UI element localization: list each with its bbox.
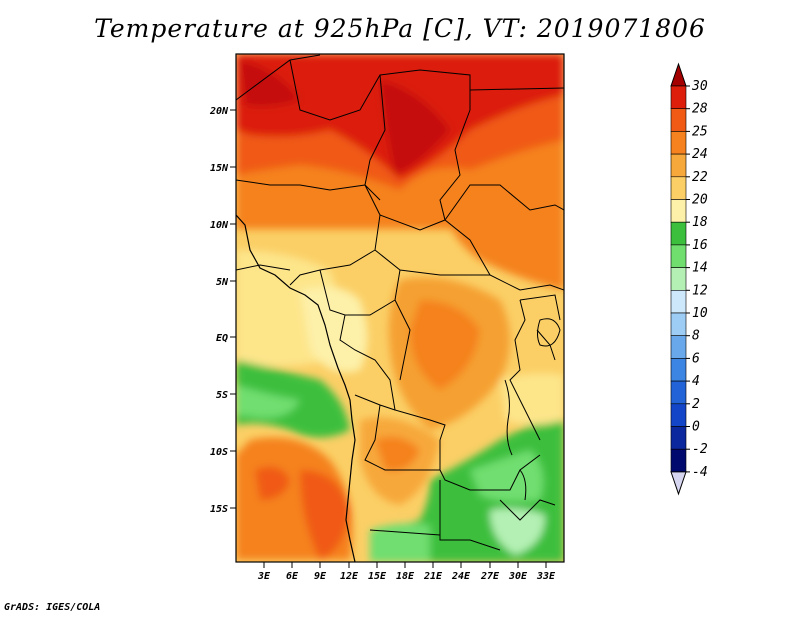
colorbar-bin	[670, 267, 687, 291]
colorbar-bottom-arrow	[670, 471, 687, 496]
map-frame	[235, 53, 565, 563]
colorbar-label: 4	[692, 374, 700, 389]
lakes	[504, 318, 561, 501]
colorbar-label: 0	[692, 420, 700, 435]
lon-tick-label: 6E	[286, 571, 299, 582]
lat-tick-label: 15N	[210, 163, 229, 174]
lon-tick-label: 12E	[340, 571, 359, 582]
colorbar-label: -2	[692, 442, 708, 457]
colorbar-label: 8	[692, 329, 700, 344]
colorbar-bin	[670, 335, 687, 359]
lon-tick-label: 9E	[314, 571, 327, 582]
colorbar-label: 28	[692, 102, 708, 117]
lon-tick-label: 24E	[451, 571, 471, 582]
temperature-field	[236, 54, 564, 562]
colorbar-bin	[670, 131, 687, 155]
colorbar-label: 24	[692, 147, 708, 162]
colorbar-bin	[670, 153, 687, 178]
lon-tick-label: 21E	[423, 571, 443, 582]
lon-axis: 3E 6E 9E 12E 15E 18E 21E 24E 27E 30E 33E	[257, 562, 556, 582]
lon-tick-label: 33E	[536, 571, 556, 582]
colorbar-bin	[670, 176, 687, 200]
credit-label: GrADS: IGES/COLA	[4, 602, 101, 613]
lon-tick-label: 18E	[396, 571, 415, 582]
colorbar-bin	[670, 221, 687, 246]
lat-tick-label: 15S	[210, 504, 228, 515]
lat-tick-label: 10N	[210, 220, 229, 231]
lat-tick-label: 5S	[216, 390, 228, 401]
colorbar-label: 18	[692, 215, 708, 230]
colorbar-bin	[670, 199, 687, 223]
colorbar-label: 14	[692, 261, 708, 276]
colorbar-label: 6	[692, 351, 700, 366]
colorbar-bin	[670, 312, 687, 337]
lat-tick-label: 10S	[210, 447, 228, 458]
lat-tick-label: 5N	[216, 277, 229, 288]
colorbar-bin	[670, 403, 687, 427]
colorbar-bin	[670, 108, 687, 132]
lat-axis: 20N 15N 10N 5N EQ 5S 10S 15S	[209, 106, 236, 515]
colorbar-label: 10	[692, 306, 708, 321]
lat-tick-label: 20N	[209, 106, 229, 117]
lon-tick-label: 3E	[257, 571, 271, 582]
lon-tick-label: 15E	[368, 571, 387, 582]
colorbar-label: -4	[692, 465, 708, 480]
colorbar-bin	[670, 85, 687, 110]
colorbar-top-arrow	[670, 62, 687, 87]
colorbar-label: 20	[692, 193, 708, 208]
colorbar-label: 25	[692, 124, 708, 139]
colorbar-bin	[670, 244, 687, 268]
country-boundaries	[236, 54, 564, 551]
colorbar-bin	[670, 358, 687, 382]
colorbar-label: 12	[692, 283, 708, 298]
colorbar-bin	[670, 289, 687, 314]
lon-tick-label: 27E	[480, 571, 500, 582]
colorbar-label: 2	[692, 397, 700, 412]
lon-tick-label: 30E	[508, 571, 528, 582]
colorbar-label: 22	[692, 170, 708, 185]
lat-tick-label: EQ	[216, 333, 228, 344]
chart-title: Temperature at 925hPa [C], VT: 201907180…	[94, 14, 706, 43]
colorbar-bin	[670, 448, 687, 473]
colorbar-bin	[670, 426, 687, 450]
coastline	[236, 214, 356, 562]
colorbar-bin	[670, 380, 687, 405]
colorbar-label: 16	[692, 238, 708, 253]
colorbar-label: 30	[691, 79, 708, 94]
